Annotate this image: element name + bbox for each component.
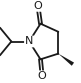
Polygon shape — [58, 54, 74, 66]
Text: N: N — [25, 37, 33, 46]
Text: O: O — [34, 1, 42, 11]
Text: O: O — [38, 71, 46, 81]
